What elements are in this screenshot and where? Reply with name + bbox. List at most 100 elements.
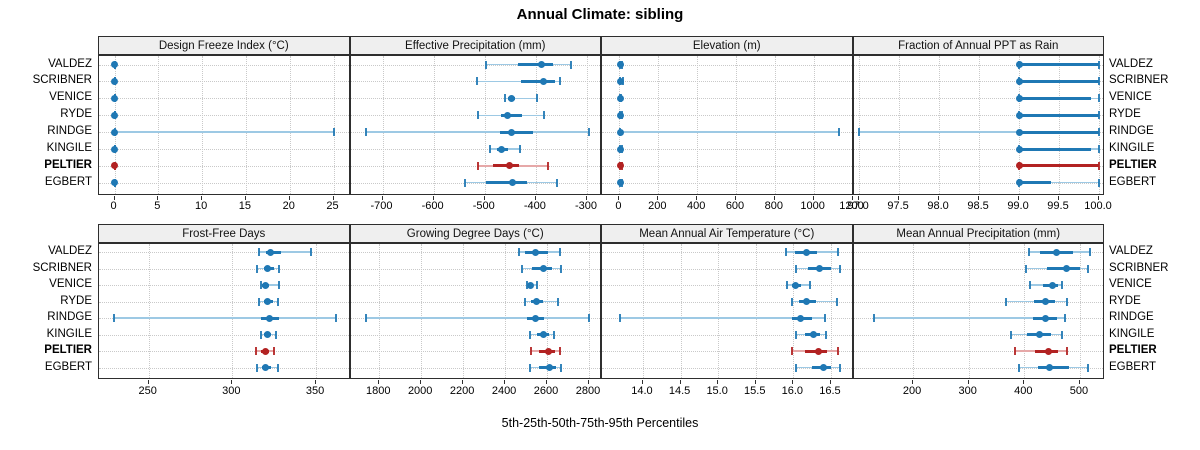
axis-tick-label: 100.0 bbox=[1084, 200, 1112, 212]
whisker-cap bbox=[463, 178, 466, 187]
whisker-cap bbox=[310, 248, 312, 256]
gridline-horizontal bbox=[99, 165, 349, 167]
whisker-cap bbox=[838, 264, 841, 273]
site-label-right-valdez: VALDEZ bbox=[1109, 245, 1153, 257]
whisker-cap bbox=[1027, 248, 1030, 256]
axis-tick bbox=[1078, 380, 1080, 384]
gridline-horizontal bbox=[602, 64, 852, 66]
axis-tick bbox=[587, 380, 589, 384]
axis-tick bbox=[641, 380, 643, 384]
site-label-left-ryde: RYDE bbox=[60, 294, 92, 307]
median-dot bbox=[802, 298, 810, 305]
gridline-horizontal bbox=[602, 98, 852, 100]
gridline-vertical bbox=[232, 244, 234, 378]
axis-tick-label: 0 bbox=[615, 200, 622, 212]
gridline-vertical bbox=[1079, 244, 1081, 378]
median-dot bbox=[792, 281, 800, 289]
whisker-cap bbox=[517, 248, 520, 256]
panel-title: Frost-Free Days bbox=[182, 227, 266, 240]
axis-tick-label: 400 bbox=[1014, 385, 1033, 397]
whisker-range bbox=[366, 131, 590, 133]
median-dot bbox=[545, 347, 553, 355]
median-dot bbox=[537, 61, 545, 68]
axis-tick-label: -600 bbox=[421, 200, 444, 212]
whisker-range bbox=[366, 317, 589, 319]
whisker-cap bbox=[553, 330, 556, 339]
gridline-horizontal bbox=[99, 252, 349, 253]
axis-tick bbox=[288, 196, 290, 200]
gridline-horizontal bbox=[350, 301, 600, 303]
axis-tick bbox=[1058, 196, 1060, 200]
whisker-cap bbox=[1098, 77, 1100, 86]
site-label-right-ryde: RYDE bbox=[1109, 294, 1141, 307]
whisker-cap bbox=[1004, 297, 1007, 306]
gridline-horizontal bbox=[602, 165, 852, 167]
gridline-horizontal bbox=[853, 367, 1103, 369]
whisker-range bbox=[1019, 182, 1099, 184]
axis-tick bbox=[773, 196, 775, 200]
gridline-horizontal bbox=[99, 81, 349, 83]
whisker-cap bbox=[335, 314, 338, 322]
axis-tick-label: 15.5 bbox=[744, 385, 766, 397]
gridline-vertical bbox=[245, 56, 247, 194]
iqr-bar bbox=[1038, 366, 1069, 369]
median-dot bbox=[616, 61, 624, 68]
gridline-horizontal bbox=[350, 64, 600, 66]
gridline-horizontal bbox=[853, 182, 1103, 184]
gridline-horizontal bbox=[602, 182, 852, 184]
axis-tick-label: 200 bbox=[902, 385, 922, 397]
whisker-cap bbox=[524, 297, 527, 306]
axis-tick-label: 14.5 bbox=[668, 385, 691, 397]
whisker-cap bbox=[559, 264, 562, 273]
whisker-cap bbox=[784, 248, 787, 256]
whisker-cap bbox=[556, 178, 559, 187]
axis-tick bbox=[483, 196, 485, 200]
whisker-range bbox=[859, 131, 1099, 133]
gridline-vertical bbox=[333, 56, 335, 194]
axis-tick-label: 99.5 bbox=[1047, 200, 1069, 212]
axis-tick-label: 20 bbox=[282, 200, 295, 212]
gridline-vertical bbox=[1019, 56, 1021, 194]
whisker-cap bbox=[619, 314, 622, 322]
gridline-horizontal bbox=[853, 351, 1103, 352]
axis-tick bbox=[754, 380, 756, 384]
median-dot bbox=[111, 162, 118, 170]
median-dot bbox=[1015, 162, 1023, 170]
whisker-cap bbox=[825, 330, 828, 339]
site-label-right-scribner: SCRIBNER bbox=[1109, 74, 1169, 87]
median-dot bbox=[1044, 347, 1052, 355]
gridline-horizontal bbox=[99, 351, 349, 352]
median-dot bbox=[1015, 111, 1023, 119]
gridline-vertical bbox=[1059, 56, 1061, 194]
whisker-cap bbox=[559, 363, 562, 372]
gridline-vertical bbox=[114, 56, 116, 194]
gridline-vertical bbox=[505, 244, 507, 378]
whisker-cap bbox=[504, 94, 507, 103]
gridline-vertical bbox=[642, 244, 644, 378]
whisker-cap bbox=[1087, 363, 1090, 372]
axis-tick bbox=[792, 380, 794, 384]
whisker-range bbox=[114, 131, 335, 133]
gridline-horizontal bbox=[853, 115, 1103, 117]
panel-header-design-freeze-index-c: Design Freeze Index (°C) bbox=[98, 36, 350, 55]
axis-tick bbox=[332, 196, 334, 200]
site-label-left-valdez: VALDEZ bbox=[48, 57, 92, 70]
gridline-vertical bbox=[484, 56, 486, 194]
axis-tick-label: 10 bbox=[194, 200, 208, 212]
whisker-cap bbox=[542, 111, 545, 120]
whisker-cap bbox=[1060, 281, 1063, 289]
whisker-cap bbox=[276, 297, 279, 306]
median-dot bbox=[1063, 265, 1071, 272]
whisker-cap bbox=[838, 363, 841, 372]
gridline-vertical bbox=[421, 244, 423, 378]
gridline-horizontal bbox=[853, 64, 1103, 66]
panel-plot-elevation-m bbox=[601, 55, 853, 195]
gridline-horizontal bbox=[350, 268, 600, 270]
gridline-vertical bbox=[1024, 244, 1026, 378]
gridline-horizontal bbox=[602, 268, 852, 270]
median-dot bbox=[111, 94, 118, 102]
median-dot bbox=[111, 111, 118, 119]
panel-header-mean-annual-precipitation-mm: Mean Annual Precipitation (mm) bbox=[852, 224, 1104, 243]
whisker-range bbox=[260, 284, 280, 286]
site-label-left-kingile: KINGILE bbox=[46, 327, 92, 340]
